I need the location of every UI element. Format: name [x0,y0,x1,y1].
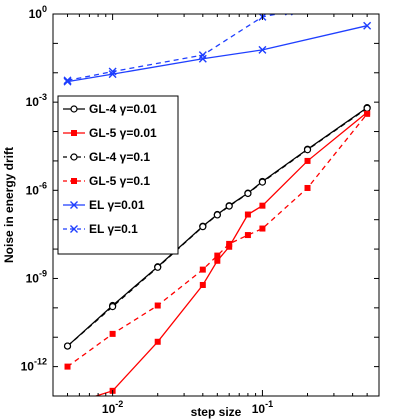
data-point-2-4 [213,211,221,219]
legend-label-0: GL-4 γ=0.01 [89,102,157,116]
series-line-1 [93,111,368,396]
legend-item-4: EL γ=0.01 [63,198,145,212]
data-point-2-8 [303,146,312,154]
legend-marker-2 [70,153,78,161]
data-point-3-6 [244,232,251,239]
data-point-2-2 [154,263,162,271]
data-point-1-4 [214,257,221,264]
series-line-3 [67,113,368,368]
data-point-1-7 [259,202,266,209]
ticks-layer: 10-12 10-9 10-6 10-3 100 10-2 10-1 [21,4,379,416]
legend-label-2: GL-4 γ=0.1 [89,150,150,164]
legend-item-3: GL-5 γ=0.1 [63,174,150,188]
y-tick-label-3: 10-3 [26,92,47,109]
y-tick-label-0: 10-12 [21,357,47,374]
legend: GL-4 γ=0.01 GL-5 γ=0.01 GL-4 γ=0.1 GL-5 γ=0… [57,95,179,255]
data-point-5-1 [108,67,117,76]
data-point-1-3 [199,281,206,288]
legend-marker-0 [70,105,78,113]
legend-box [57,95,179,255]
legend-marker-5 [70,225,78,233]
y-axis-label: Noise in energy drift [2,147,16,263]
legend-item-5: EL γ=0.1 [63,222,138,236]
data-point-4-4 [363,21,372,30]
data-point-1-0 [65,402,70,407]
data-point-5-2 [198,51,207,60]
data-point-2-6 [244,189,252,198]
legend-marker-3 [71,178,77,184]
series-5 [63,14,293,85]
series-layer [63,14,372,407]
legend-marker-1 [71,130,77,136]
data-point-2-3 [199,223,207,231]
data-point-2-5 [225,202,233,210]
data-point-3-1 [109,330,116,337]
series-2 [63,104,371,350]
y-tick-label-1: 10-9 [26,268,47,285]
data-point-3-4 [214,252,221,259]
legend-label-1: GL-5 γ=0.01 [89,126,157,140]
legend-label-5: EL γ=0.1 [89,222,138,236]
x-axis-label: step size [191,405,242,419]
series-3 [64,110,371,370]
data-point-2-0 [63,342,72,350]
legend-label-3: GL-5 γ=0.1 [89,174,150,188]
data-point-2-1 [109,303,117,311]
data-point-3-5 [226,240,233,247]
data-point-3-8 [304,184,311,191]
legend-item-2: GL-4 γ=0.1 [63,150,150,164]
x-tick-label-1: 10-1 [252,399,273,416]
series-line-5 [67,14,281,82]
data-point-4-2 [198,54,207,63]
x-tick-label-0: 10-2 [102,399,123,416]
data-point-1-8 [304,157,311,164]
data-point-3-9 [364,110,371,117]
data-point-3-3 [199,266,206,273]
y-tick-label-2: 10-6 [26,180,47,197]
series-line-2 [67,107,368,347]
data-point-3-7 [259,225,266,232]
data-point-1-2 [154,338,161,345]
legend-item-1: GL-5 γ=0.01 [63,126,157,140]
data-point-5-0 [63,76,72,85]
data-point-3-0 [64,363,71,370]
plot-frame [52,13,380,397]
data-point-1-6 [244,211,251,218]
y-tick-label-4: 100 [29,4,47,21]
series-4 [63,21,372,86]
data-point-3-2 [154,302,161,309]
legend-marker-4 [70,201,78,209]
legend-label-4: EL γ=0.01 [89,198,145,212]
data-point-4-3 [258,45,267,54]
data-point-2-9 [363,104,371,112]
data-point-2-7 [258,178,267,186]
legend-item-0: GL-4 γ=0.01 [63,102,157,116]
